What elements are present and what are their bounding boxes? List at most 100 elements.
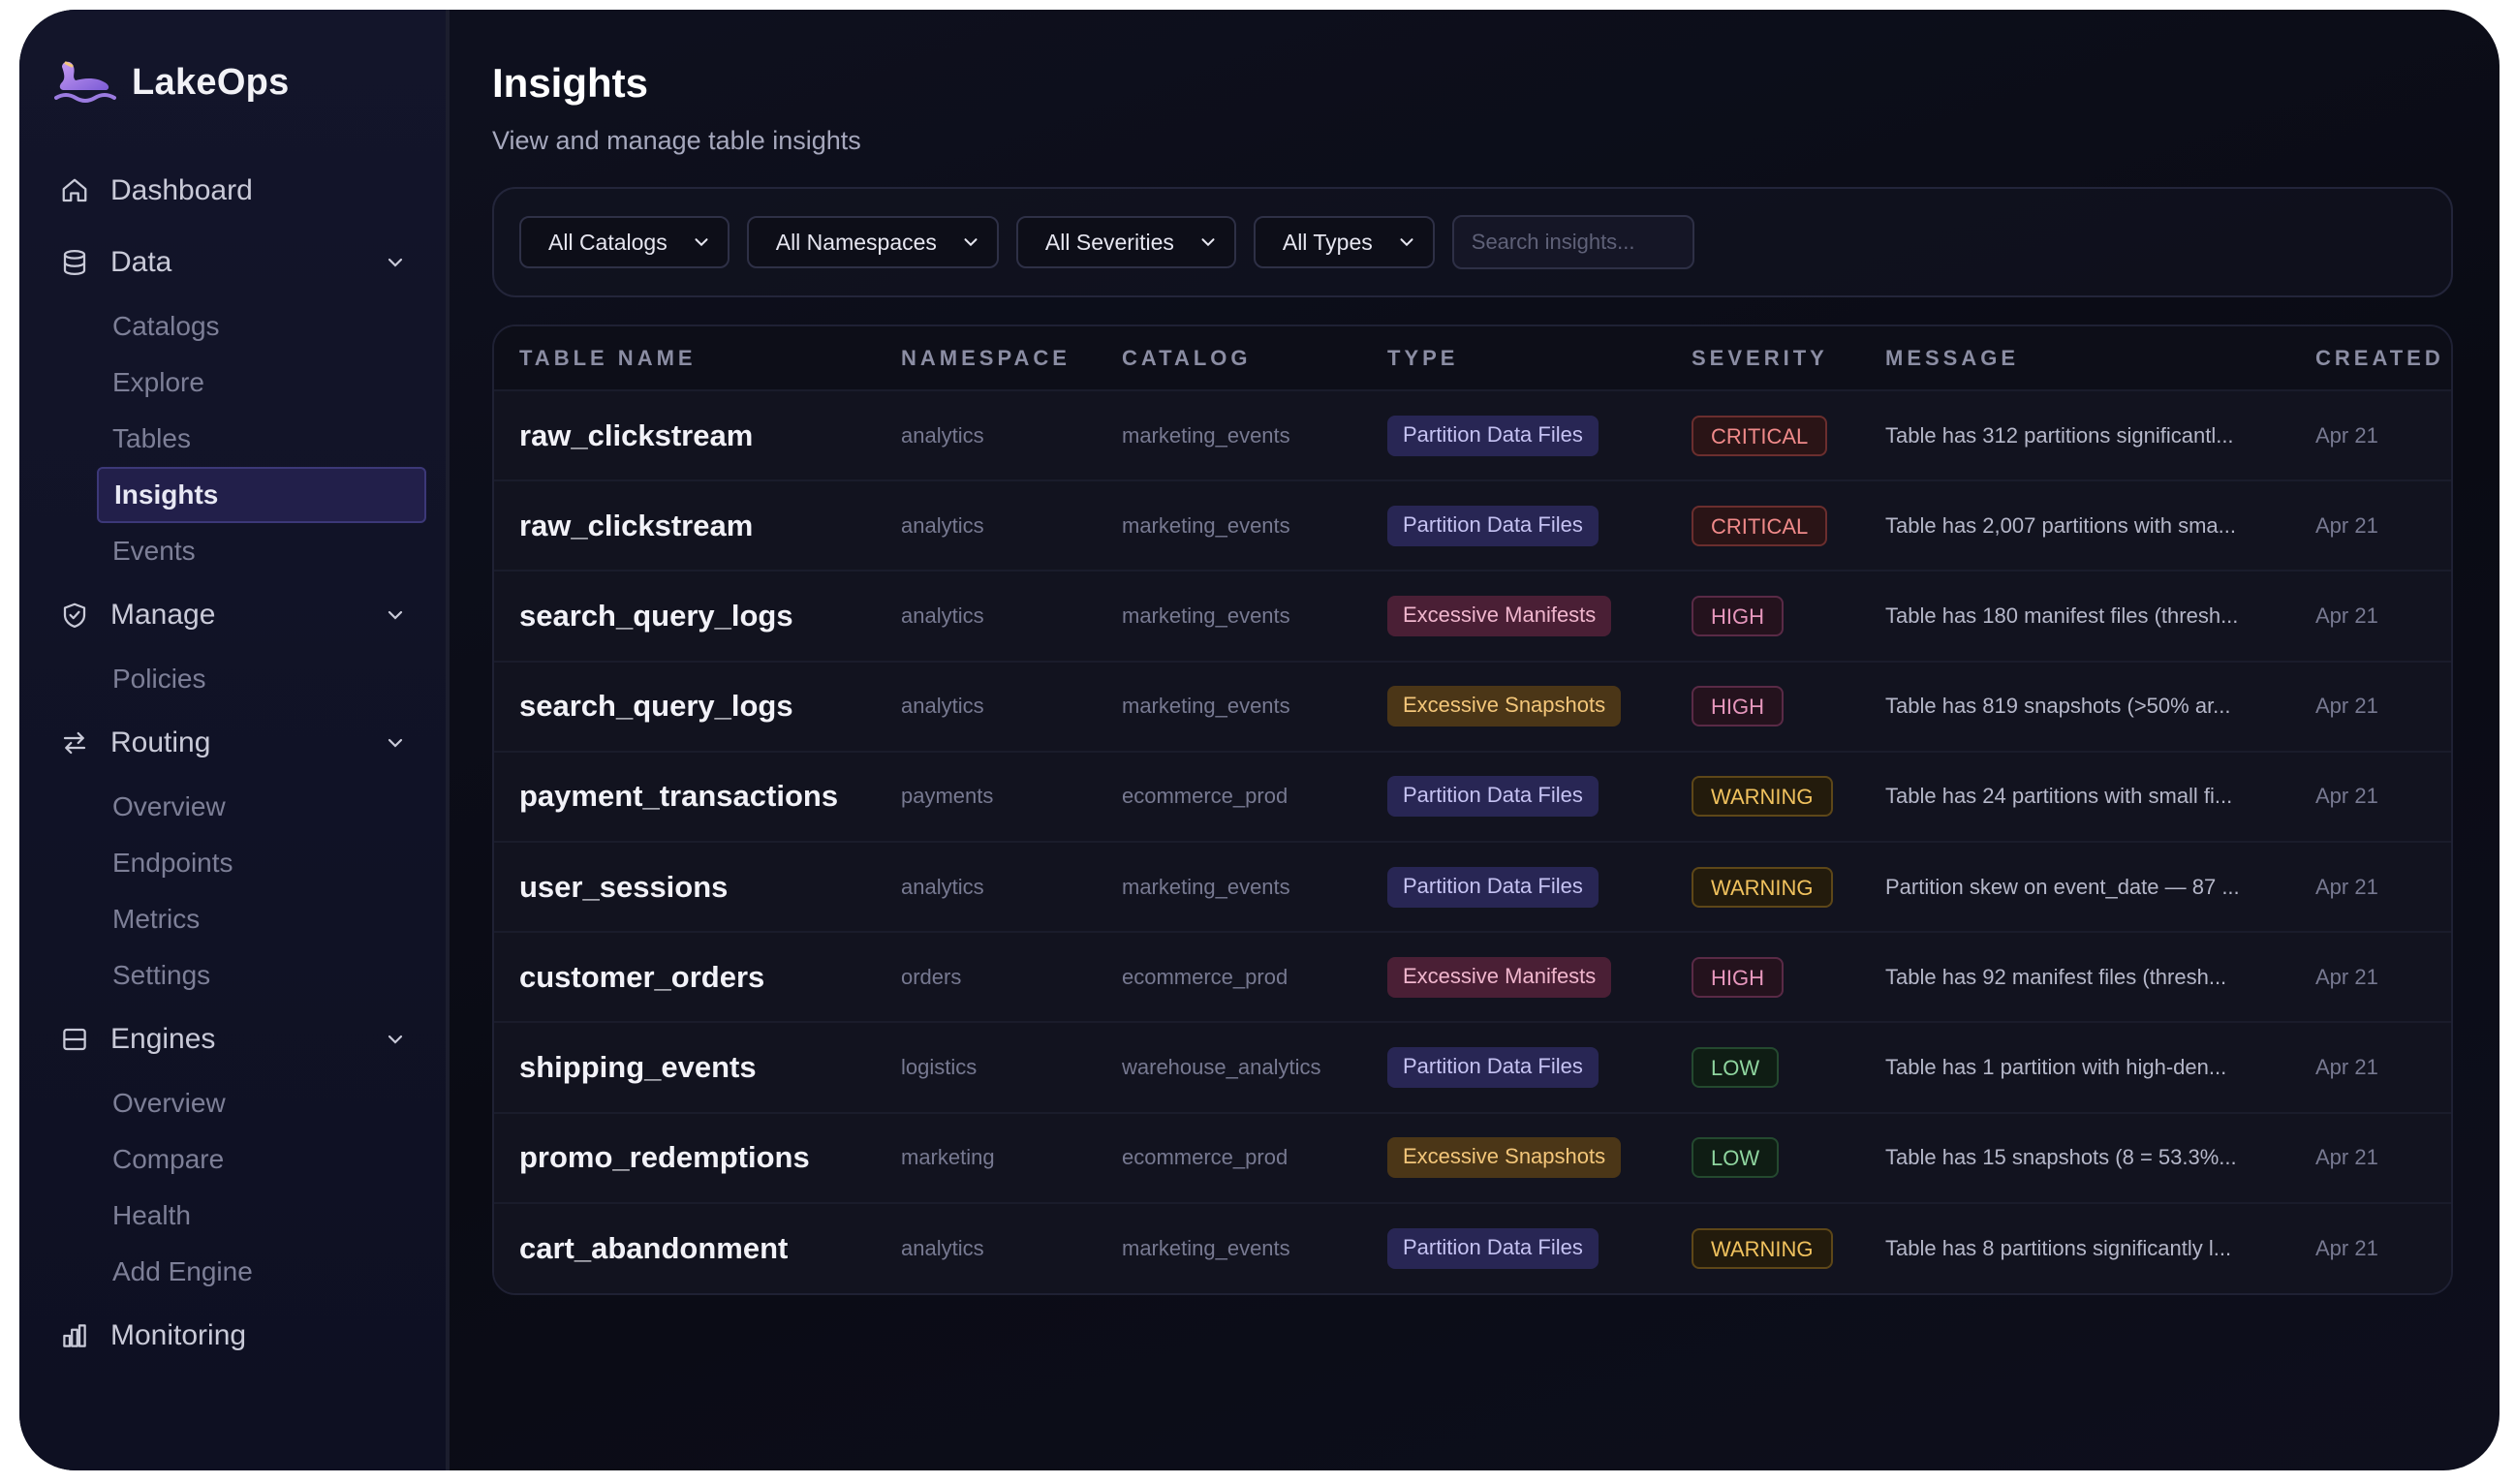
column-header-created[interactable]: CREATED [2290,326,2451,390]
page-title: Insights [492,60,649,106]
home-icon [62,178,87,202]
chevron-down-icon [695,238,708,247]
sidebar-subitem-overview[interactable]: Overview [112,791,226,821]
catalog-cell: warehouse_analytics [1122,1054,1321,1079]
table-row[interactable]: customer_orders orders ecommerce_prod Exces… [494,932,2451,1023]
chevron-down-icon[interactable] [384,251,407,274]
type-filter-value: All Types [1282,229,1373,255]
table-name-cell[interactable]: raw_clickstream [519,417,754,452]
sidebar-item-data[interactable]: Data [19,227,446,298]
catalog-cell: marketing_events [1122,874,1290,899]
sidebar-subitem-settings[interactable]: Settings [112,960,211,990]
sidebar-subitem-engines-overview[interactable]: Overview [112,1088,226,1118]
column-header-message[interactable]: MESSAGE [1860,326,2290,390]
sidebar-subitem-tables[interactable]: Tables [112,423,191,453]
table-name-cell[interactable]: shipping_events [519,1049,757,1084]
sidebar-subitem-metrics[interactable]: Metrics [112,904,201,934]
sidebar-nav: Dashboard Data Catalogs Explore Tables I… [19,155,446,1372]
sidebar-subitem-health[interactable]: Health [112,1200,191,1230]
table-name-cell[interactable]: user_sessions [519,869,729,904]
sidebar-item-routing[interactable]: Routing [19,707,446,779]
message-cell: Partition skew on event_date — 87 ... [1885,874,2240,899]
insights-table: TABLE NAME NAMESPACE CATALOG TYPE SEVERI… [494,326,2451,1293]
table-row[interactable]: shipping_events logistics warehouse_analyt… [494,1022,2451,1113]
sidebar: LakeOps Dashboard Data Catalogs Explore [19,10,450,1470]
column-header-catalog[interactable]: CATALOG [1097,326,1362,390]
namespace-cell: analytics [901,512,984,538]
column-header-namespace[interactable]: NAMESPACE [876,326,1097,390]
column-header-type[interactable]: TYPE [1362,326,1666,390]
chevron-down-icon[interactable] [384,1028,407,1051]
table-name-cell[interactable]: search_query_logs [519,598,793,633]
table-row[interactable]: search_query_logs analytics marketing_even… [494,571,2451,662]
app-window: LakeOps Dashboard Data Catalogs Explore [19,10,2499,1470]
table-name-cell[interactable]: customer_orders [519,959,765,994]
created-cell: Apr 21 [2315,422,2378,448]
catalog-filter-select[interactable]: All Catalogs [519,216,730,268]
filter-bar: All Catalogs All Namespaces All Severiti… [492,187,2453,297]
sidebar-item-label: Dashboard [110,174,253,206]
insights-table-card: TABLE NAME NAMESPACE CATALOG TYPE SEVERI… [492,325,2453,1295]
column-header-severity[interactable]: SEVERITY [1666,326,1860,390]
namespace-cell: orders [901,964,962,989]
table-row[interactable]: payment_transactions payments ecommerce_pr… [494,751,2451,842]
catalog-cell: marketing_events [1122,1235,1290,1260]
sidebar-subitem-explore[interactable]: Explore [112,367,204,397]
sidebar-item-manage[interactable]: Manage [19,579,446,651]
sidebar-subitem-endpoints[interactable]: Endpoints [112,848,233,878]
type-filter-select[interactable]: All Types [1253,216,1435,268]
table-row[interactable]: promo_redemptions marketing ecommerce_prod… [494,1112,2451,1203]
table-row[interactable]: raw_clickstream analytics marketing_events… [494,480,2451,572]
table-name-cell[interactable]: cart_abandonment [519,1230,789,1265]
table-name-cell[interactable]: payment_transactions [519,779,839,814]
table-name-cell[interactable]: promo_redemptions [519,1140,810,1175]
severity-badge: WARNING [1692,1227,1833,1269]
sidebar-item-monitoring[interactable]: Monitoring [19,1300,446,1372]
table-name-cell[interactable]: raw_clickstream [519,508,754,542]
severity-badge: CRITICAL [1692,415,1828,456]
message-cell: Table has 819 snapshots (>50% ar... [1885,694,2231,719]
sidebar-item-label: Data [110,246,172,278]
created-cell: Apr 21 [2315,694,2378,719]
severity-badge: HIGH [1692,956,1784,998]
namespace-cell: marketing [901,1145,995,1170]
namespace-cell: logistics [901,1054,978,1079]
catalog-cell: ecommerce_prod [1122,1145,1289,1170]
table-header-row: TABLE NAME NAMESPACE CATALOG TYPE SEVERI… [494,326,2451,390]
severity-filter-select[interactable]: All Severities [1015,216,1236,268]
namespace-cell: analytics [901,603,984,628]
namespace-cell: analytics [901,422,984,448]
catalog-cell: ecommerce_prod [1122,964,1289,989]
namespace-filter-value: All Namespaces [775,229,937,255]
severity-badge: LOW [1692,1046,1780,1088]
created-cell: Apr 21 [2315,1235,2378,1260]
table-row[interactable]: raw_clickstream analytics marketing_events… [494,390,2451,481]
severity-badge: WARNING [1692,866,1833,908]
created-cell: Apr 21 [2315,874,2378,899]
brand[interactable]: LakeOps [54,48,446,116]
chevron-down-icon[interactable] [384,731,407,755]
sidebar-subitem-events[interactable]: Events [112,536,196,566]
type-badge: Excessive Snapshots [1387,686,1622,727]
sidebar-subitem-insights[interactable]: Insights [97,467,426,523]
sidebar-subitem-compare[interactable]: Compare [112,1144,225,1174]
main-content: Insights View and manage table insights … [450,10,2499,1470]
message-cell: Table has 24 partitions with small fi... [1885,784,2233,809]
sidebar-subitem-add-engine[interactable]: Add Engine [112,1256,253,1286]
namespace-cell: analytics [901,1235,984,1260]
sidebar-item-label: Routing [110,727,211,758]
table-row[interactable]: user_sessions analytics marketing_events Pa… [494,841,2451,933]
table-name-cell[interactable]: search_query_logs [519,689,793,724]
search-input[interactable] [1451,215,1694,269]
table-row[interactable]: search_query_logs analytics marketing_even… [494,661,2451,752]
column-header-table-name[interactable]: TABLE NAME [494,326,876,390]
table-row[interactable]: cart_abandonment analytics marketing_event… [494,1202,2451,1293]
namespace-filter-select[interactable]: All Namespaces [746,216,999,268]
type-badge: Excessive Manifests [1387,956,1612,998]
sidebar-subitem-policies[interactable]: Policies [112,664,206,694]
sidebar-subitem-catalogs[interactable]: Catalogs [112,311,220,341]
created-cell: Apr 21 [2315,603,2378,628]
sidebar-item-dashboard[interactable]: Dashboard [19,155,446,227]
sidebar-item-engines[interactable]: Engines [19,1004,446,1075]
chevron-down-icon[interactable] [384,603,407,627]
